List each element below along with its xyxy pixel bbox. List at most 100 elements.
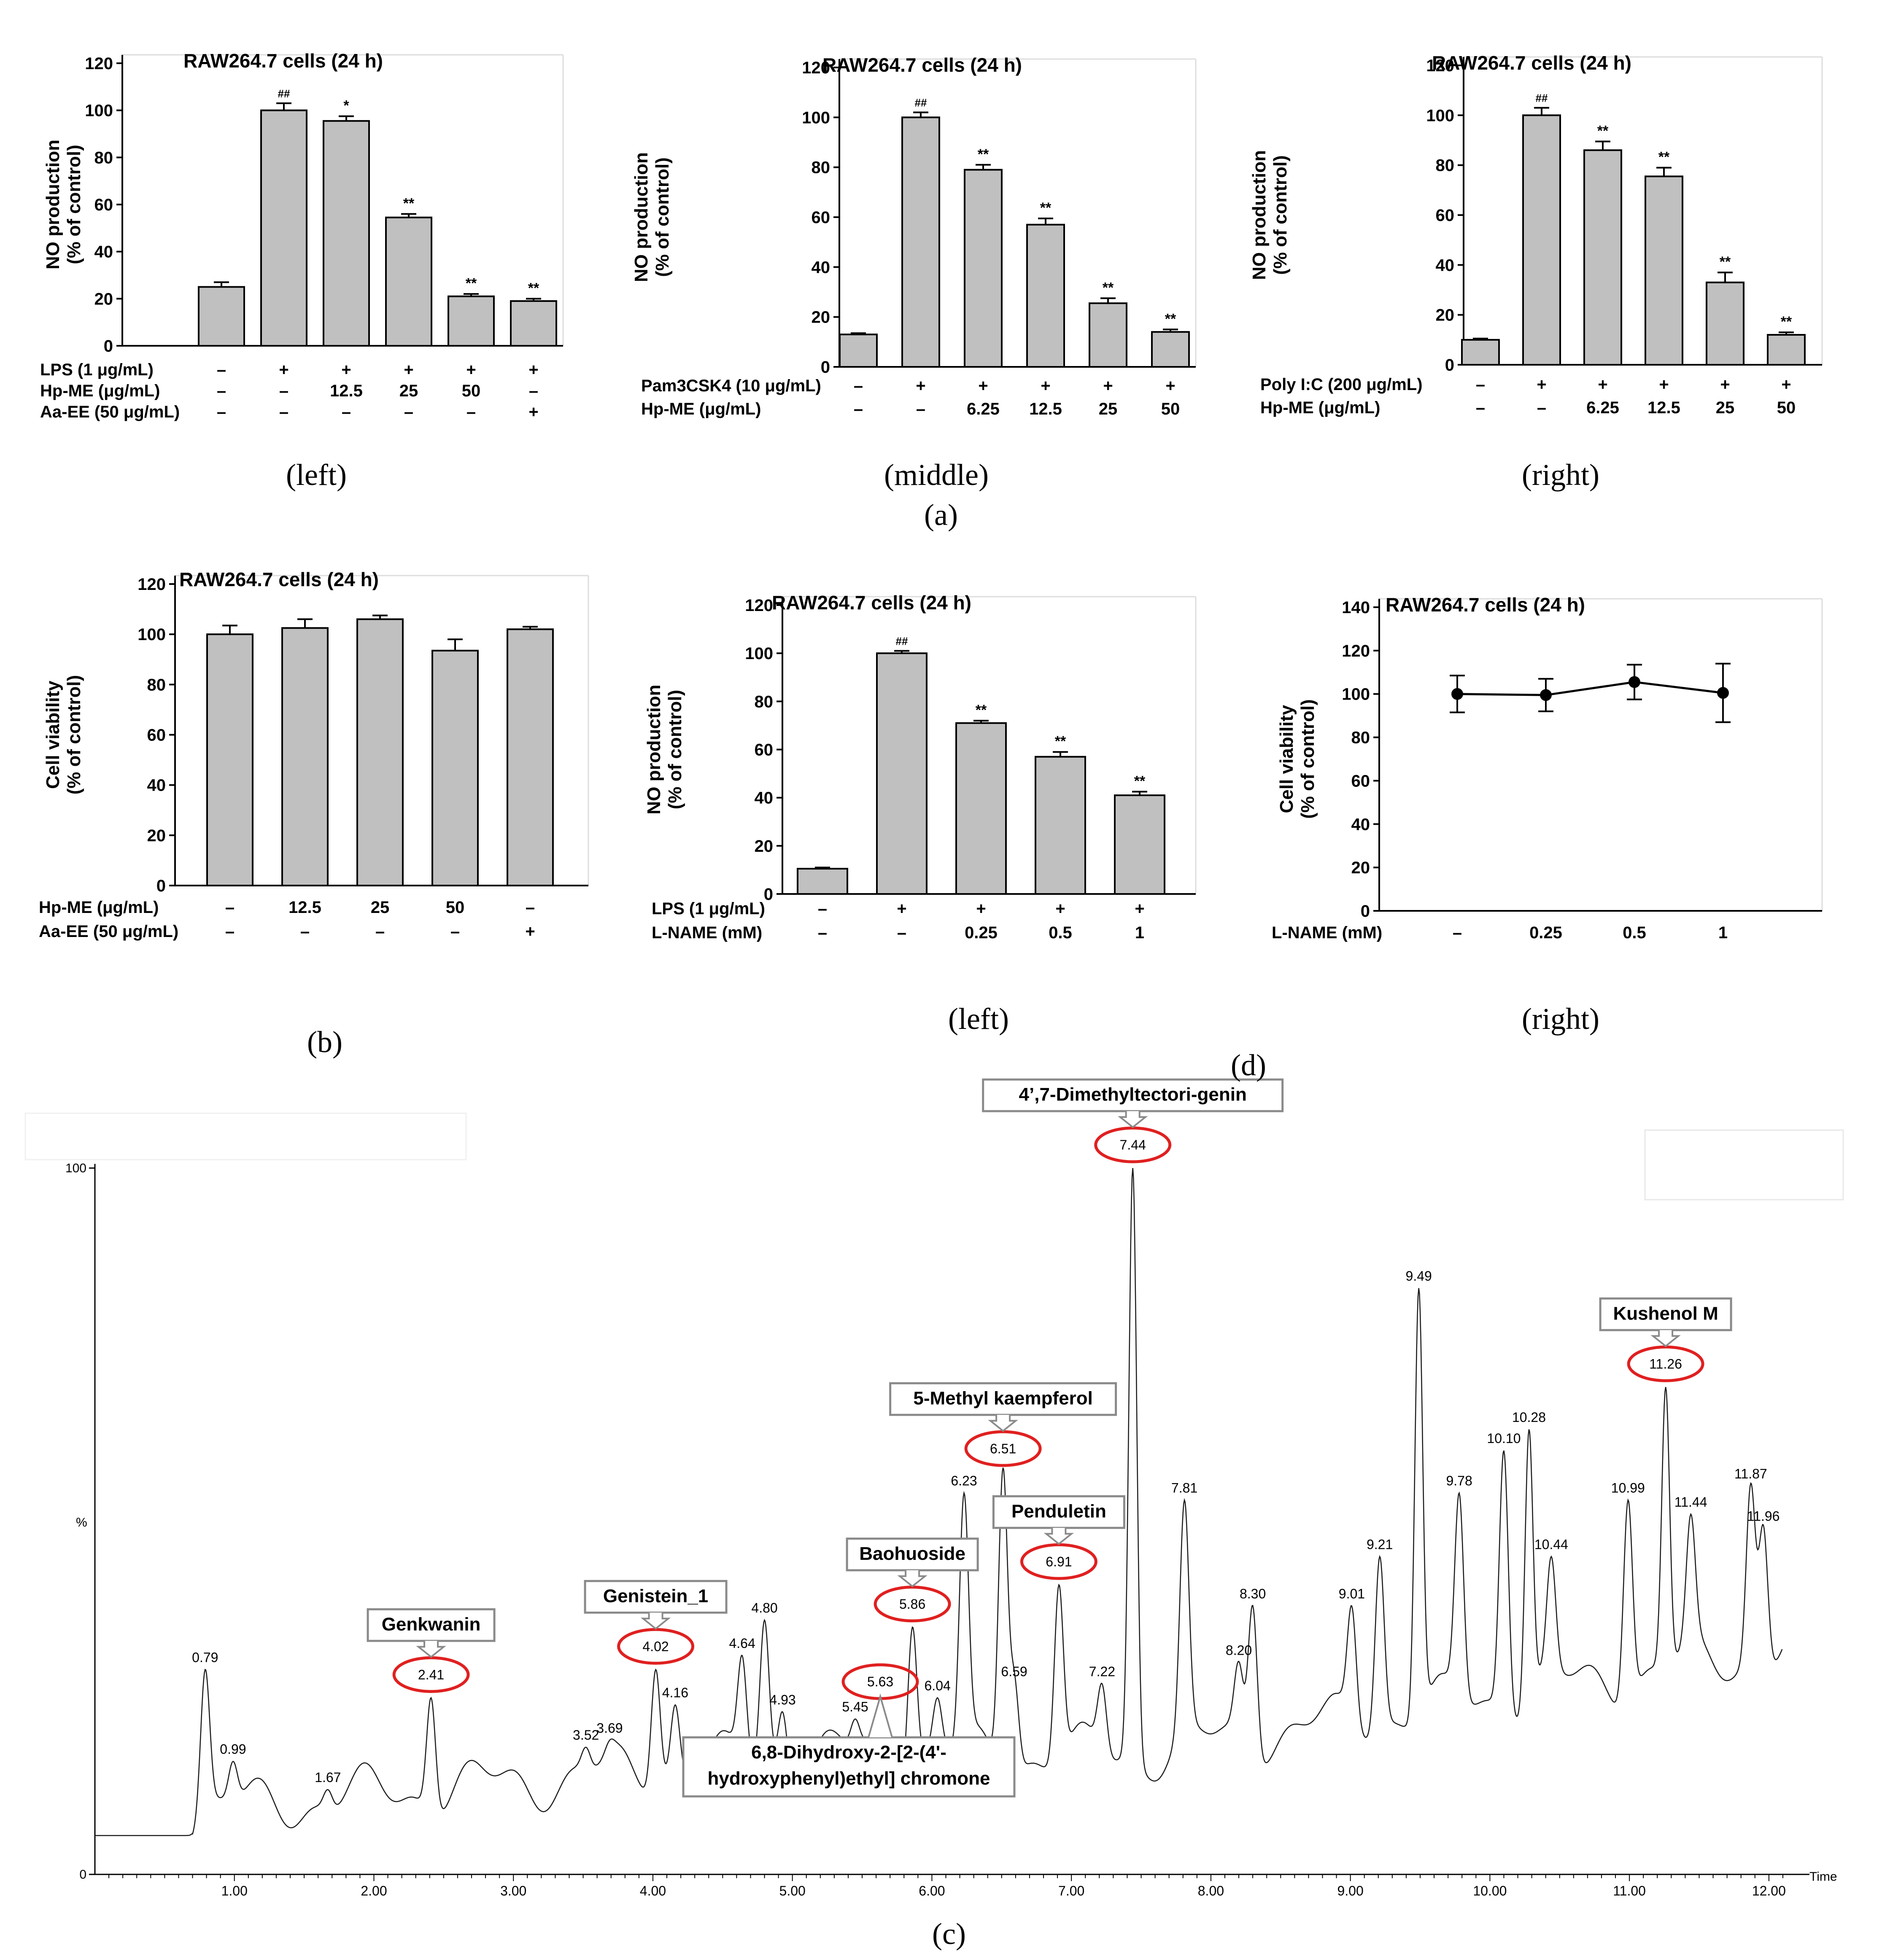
significance-mark: ** bbox=[1055, 733, 1066, 749]
x-tick-label: 11.00 bbox=[1613, 1883, 1646, 1898]
condition-label: Poly I:C (200 μg/mL) bbox=[1260, 375, 1423, 394]
y-axis-label: NO production bbox=[631, 152, 652, 282]
peak-label: 6.91 bbox=[1046, 1554, 1072, 1569]
significance-mark: ** bbox=[1658, 149, 1670, 165]
y-axis-label-units: (% of control) bbox=[1270, 155, 1291, 275]
y-tick-label: 120 bbox=[85, 54, 113, 73]
peak-label: 4.93 bbox=[769, 1692, 795, 1707]
peak-label: 3.69 bbox=[596, 1720, 623, 1736]
condition-value: + bbox=[1720, 375, 1730, 394]
condition-value: 50 bbox=[462, 382, 481, 400]
condition-value: – bbox=[225, 898, 235, 917]
label-a-right: (right) bbox=[1522, 458, 1599, 492]
y-tick-label: 20 bbox=[94, 290, 113, 308]
compound-box bbox=[992, 1495, 1125, 1529]
bar bbox=[260, 109, 307, 347]
peak-label: 6.23 bbox=[951, 1473, 977, 1489]
condition-value: – bbox=[300, 922, 310, 941]
compound-annotation: Kushenol M bbox=[1599, 1297, 1732, 1347]
condition-label: Hp-ME (μg/mL) bbox=[40, 382, 160, 400]
condition-label: Hp-ME (μg/mL) bbox=[39, 898, 159, 917]
significance-mark: ## bbox=[915, 97, 927, 109]
condition-value: + bbox=[1537, 375, 1546, 394]
y-tick-label: 20 bbox=[147, 827, 166, 845]
peak-label: 9.49 bbox=[1406, 1268, 1432, 1284]
compound-box bbox=[682, 1736, 1016, 1798]
condition-value: 0.25 bbox=[965, 923, 998, 942]
bar bbox=[448, 295, 495, 347]
compound-name: 5-Methyl kaempferol bbox=[913, 1388, 1092, 1408]
compound-annotation: Penduletin bbox=[992, 1495, 1125, 1545]
condition-value: + bbox=[1659, 375, 1669, 394]
chart-title: RAW264.7 cells (24 h) bbox=[183, 50, 383, 72]
condition-value: 12.5 bbox=[330, 382, 363, 400]
y-tick-label: 60 bbox=[94, 196, 113, 214]
y-tick-label: 100 bbox=[85, 102, 113, 120]
label-a-left: (left) bbox=[286, 458, 347, 492]
condition-value: 0.25 bbox=[1529, 923, 1562, 942]
y-tick-label: 60 bbox=[147, 726, 166, 745]
peak-label: 6.51 bbox=[990, 1441, 1016, 1456]
condition-value: 50 bbox=[1161, 400, 1180, 418]
y-tick-label: 120 bbox=[1342, 642, 1370, 660]
peak-label: 8.20 bbox=[1226, 1643, 1252, 1658]
condition-value: – bbox=[854, 400, 863, 418]
condition-value: 0.5 bbox=[1623, 923, 1646, 942]
compound-box bbox=[1599, 1297, 1732, 1331]
condition-value: + bbox=[341, 361, 351, 379]
y-tick-label: 40 bbox=[812, 258, 830, 277]
significance-mark: ** bbox=[1720, 254, 1731, 270]
condition-label: Hp-ME (μg/mL) bbox=[1260, 398, 1380, 417]
y-tick-label: 0 bbox=[1361, 902, 1370, 921]
condition-value: – bbox=[225, 922, 235, 941]
bar bbox=[797, 868, 848, 895]
y-axis-label: Cell viability bbox=[1276, 705, 1297, 813]
header-box bbox=[1644, 1129, 1844, 1201]
label-a: (a) bbox=[924, 498, 958, 532]
peak-label: 9.21 bbox=[1367, 1537, 1393, 1552]
y-tick-label: 60 bbox=[1436, 206, 1455, 225]
condition-value: – bbox=[466, 403, 476, 421]
bar bbox=[510, 300, 557, 347]
condition-value: – bbox=[818, 923, 827, 942]
y-tick-label: 100 bbox=[65, 1161, 86, 1175]
y-tick-label: 120 bbox=[138, 575, 166, 594]
pointer-arrow bbox=[1650, 1330, 1681, 1347]
label-a-middle: (middle) bbox=[884, 458, 989, 492]
y-tick-label: 40 bbox=[755, 789, 774, 808]
y-axis-label-units: (% of control) bbox=[64, 145, 84, 264]
condition-label: Pam3CSK4 (10 μg/mL) bbox=[641, 377, 821, 395]
peak-label: 5.86 bbox=[899, 1597, 925, 1612]
compound-name: Penduletin bbox=[1011, 1501, 1106, 1521]
y-tick-label: 60 bbox=[1351, 772, 1370, 790]
condition-value: + bbox=[528, 403, 538, 421]
bar bbox=[206, 633, 253, 886]
compound-annotation: Genkwanin bbox=[367, 1608, 496, 1658]
significance-mark: * bbox=[343, 98, 349, 114]
condition-value: + bbox=[1055, 899, 1065, 918]
peak-label: 2.41 bbox=[418, 1667, 444, 1682]
compound-name: Genistein_1 bbox=[603, 1586, 708, 1606]
condition-label: Aa-EE (50 μg/mL) bbox=[39, 922, 178, 941]
label-c: (c) bbox=[932, 1917, 966, 1951]
y-tick-label: 100 bbox=[138, 625, 166, 644]
condition-value: + bbox=[528, 361, 538, 379]
y-tick-label: 80 bbox=[755, 692, 774, 711]
x-tick-label: 10.00 bbox=[1473, 1883, 1507, 1898]
condition-value: 12.5 bbox=[1029, 400, 1062, 418]
pointer-arrow bbox=[897, 1570, 928, 1588]
significance-mark: ** bbox=[978, 146, 989, 162]
x-tick-label: 5.00 bbox=[779, 1883, 806, 1898]
peak-label: 7.22 bbox=[1089, 1664, 1115, 1679]
condition-value: + bbox=[525, 922, 535, 941]
y-tick-label: 80 bbox=[1351, 729, 1370, 747]
peak-label: 4.02 bbox=[642, 1639, 669, 1654]
y-tick-label: 20 bbox=[755, 837, 774, 856]
pointer-arrow bbox=[868, 1693, 893, 1738]
condition-value: – bbox=[450, 922, 460, 941]
chart-title: RAW264.7 cells (24 h) bbox=[1386, 594, 1585, 616]
condition-value: – bbox=[279, 382, 289, 400]
condition-value: 0.5 bbox=[1049, 923, 1072, 942]
condition-value: – bbox=[342, 403, 351, 421]
